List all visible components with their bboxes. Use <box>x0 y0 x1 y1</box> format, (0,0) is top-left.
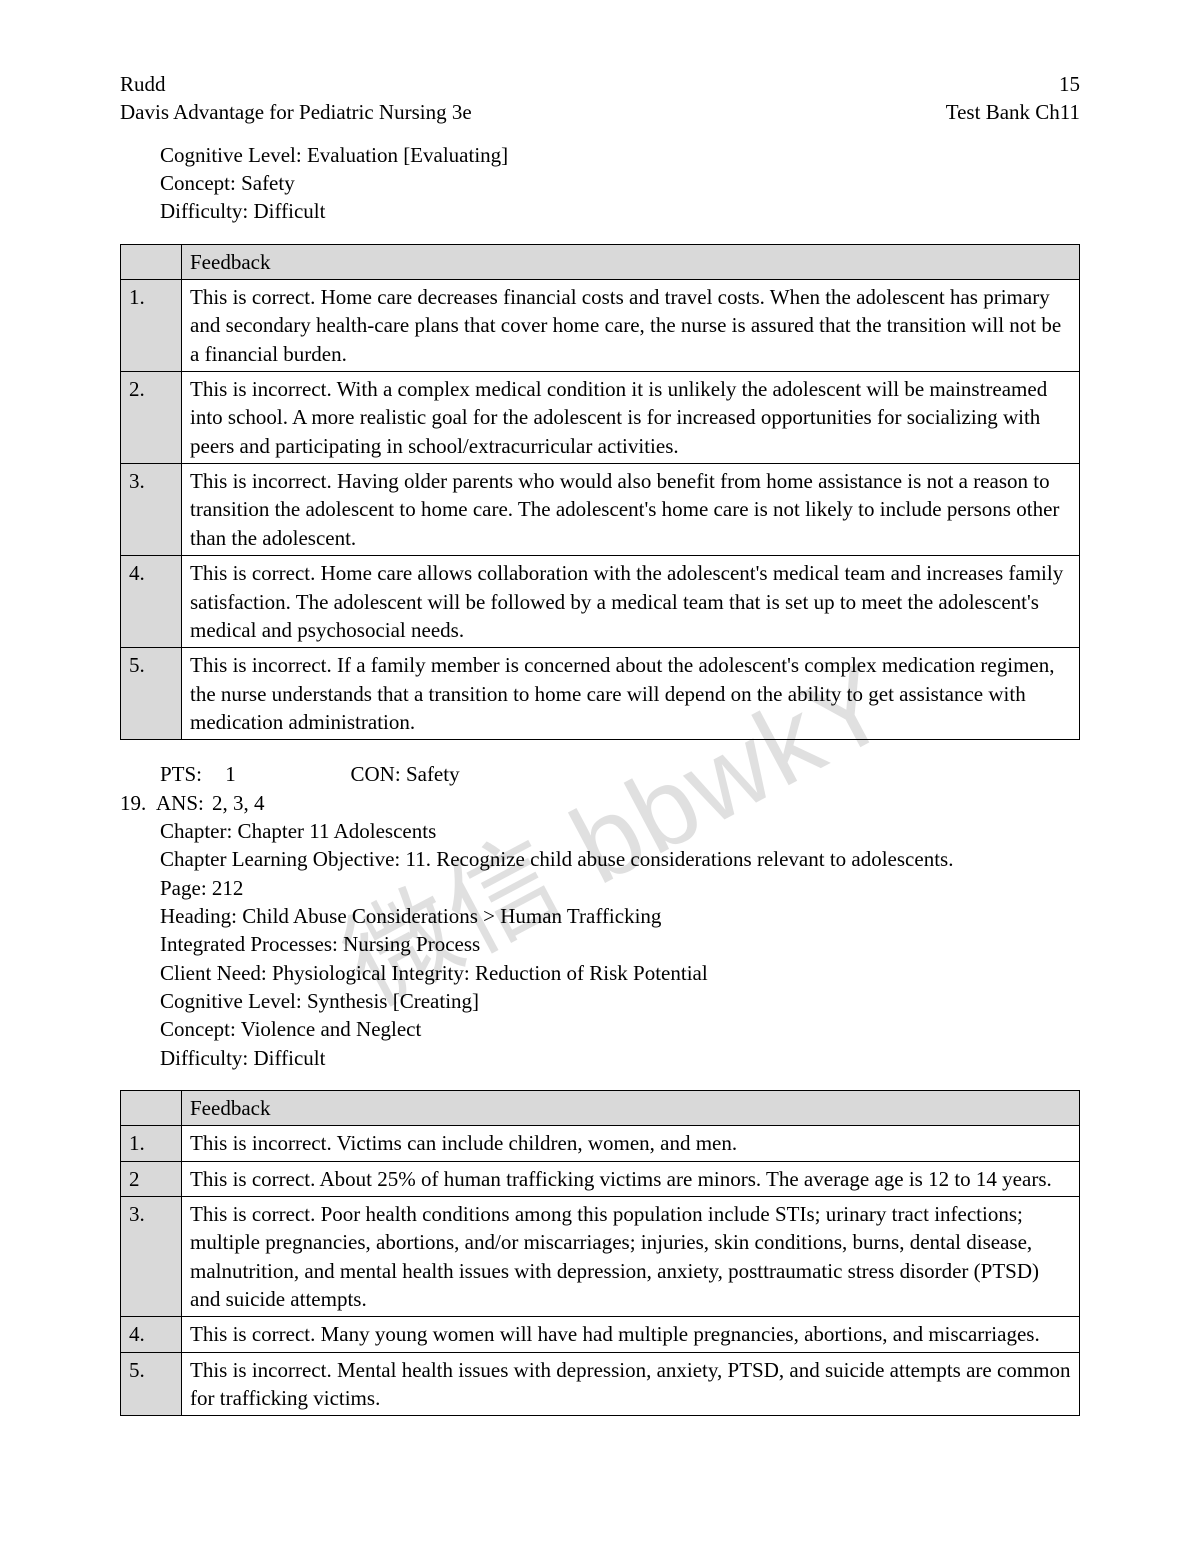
row-text: This is correct. Home care decreases fin… <box>182 280 1080 372</box>
row-text: This is correct. Home care allows collab… <box>182 556 1080 648</box>
meta-cognitive: Cognitive Level: Evaluation [Evaluating] <box>160 141 1080 169</box>
row-number: 4. <box>121 556 182 648</box>
header-top-row: Rudd 15 <box>120 70 1080 98</box>
meta-line: Page: 212 <box>160 874 1080 902</box>
row-number: 5. <box>121 648 182 740</box>
meta-line: Client Need: Physiological Integrity: Re… <box>160 959 1080 987</box>
table-row: 3. This is incorrect. Having older paren… <box>121 464 1080 556</box>
table-row: 5. This is incorrect. Mental health issu… <box>121 1352 1080 1416</box>
table-header-blank <box>121 244 182 279</box>
question-meta-block: Chapter: Chapter 11 Adolescents Chapter … <box>120 817 1080 1072</box>
table-row: 4. This is correct. Many young women wil… <box>121 1317 1080 1352</box>
row-text: This is correct. Poor health conditions … <box>182 1197 1080 1317</box>
header-author: Rudd <box>120 70 166 98</box>
row-text: This is incorrect. Having older parents … <box>182 464 1080 556</box>
row-number: 2 <box>121 1161 182 1196</box>
meta-difficulty: Difficulty: Difficult <box>160 197 1080 225</box>
top-meta-block: Cognitive Level: Evaluation [Evaluating]… <box>120 141 1080 226</box>
row-number: 5. <box>121 1352 182 1416</box>
meta-line: Chapter: Chapter 11 Adolescents <box>160 817 1080 845</box>
row-text: This is incorrect. Mental health issues … <box>182 1352 1080 1416</box>
row-text: This is correct. Many young women will h… <box>182 1317 1080 1352</box>
header-page-number: 15 <box>1059 70 1080 98</box>
document-page: 微信 bbwkY Rudd 15 Davis Advantage for Ped… <box>0 0 1200 1553</box>
con-label: CON: <box>351 762 401 786</box>
table-row: 1. This is correct. Home care decreases … <box>121 280 1080 372</box>
meta-line: Difficulty: Difficult <box>160 1044 1080 1072</box>
meta-line: Chapter Learning Objective: 11. Recogniz… <box>160 845 1080 873</box>
row-text: This is correct. About 25% of human traf… <box>182 1161 1080 1196</box>
pts-label: PTS: <box>160 760 220 788</box>
row-text: This is incorrect. Victims can include c… <box>182 1126 1080 1161</box>
row-number: 3. <box>121 1197 182 1317</box>
meta-line: Heading: Child Abuse Considerations > Hu… <box>160 902 1080 930</box>
header-subtitle: Test Bank Ch11 <box>946 98 1080 126</box>
table-row: 2 This is correct. About 25% of human tr… <box>121 1161 1080 1196</box>
question-answer-line: 19.ANS:2, 3, 4 <box>120 789 1080 817</box>
feedback-table-2: Feedback 1. This is incorrect. Victims c… <box>120 1090 1080 1416</box>
table-header-row: Feedback <box>121 244 1080 279</box>
spacer <box>120 1072 1080 1090</box>
con-value: Safety <box>406 762 460 786</box>
row-text: This is incorrect. With a complex medica… <box>182 372 1080 464</box>
row-number: 1. <box>121 280 182 372</box>
row-number: 4. <box>121 1317 182 1352</box>
feedback-table-1: Feedback 1. This is correct. Home care d… <box>120 244 1080 741</box>
meta-concept: Concept: Safety <box>160 169 1080 197</box>
table-header-label: Feedback <box>182 1091 1080 1126</box>
table-row: 1. This is incorrect. Victims can includ… <box>121 1126 1080 1161</box>
row-number: 3. <box>121 464 182 556</box>
answer-label: ANS: <box>156 789 212 817</box>
answer-value: 2, 3, 4 <box>212 791 265 815</box>
table-row: 5. This is incorrect. If a family member… <box>121 648 1080 740</box>
row-number: 2. <box>121 372 182 464</box>
row-number: 1. <box>121 1126 182 1161</box>
meta-line: Integrated Processes: Nursing Process <box>160 930 1080 958</box>
table-row: 2. This is incorrect. With a complex med… <box>121 372 1080 464</box>
pts-con-row: PTS: 1 CON: Safety <box>120 760 1080 788</box>
row-text: This is incorrect. If a family member is… <box>182 648 1080 740</box>
pts-value: 1 <box>225 760 345 788</box>
header-book-title: Davis Advantage for Pediatric Nursing 3e <box>120 98 472 126</box>
meta-line: Concept: Violence and Neglect <box>160 1015 1080 1043</box>
table-row: 4. This is correct. Home care allows col… <box>121 556 1080 648</box>
table-header-blank <box>121 1091 182 1126</box>
table-header-label: Feedback <box>182 244 1080 279</box>
table-row: 3. This is correct. Poor health conditio… <box>121 1197 1080 1317</box>
header-bottom-row: Davis Advantage for Pediatric Nursing 3e… <box>120 98 1080 126</box>
table-header-row: Feedback <box>121 1091 1080 1126</box>
meta-line: Cognitive Level: Synthesis [Creating] <box>160 987 1080 1015</box>
question-number: 19. <box>120 789 156 817</box>
